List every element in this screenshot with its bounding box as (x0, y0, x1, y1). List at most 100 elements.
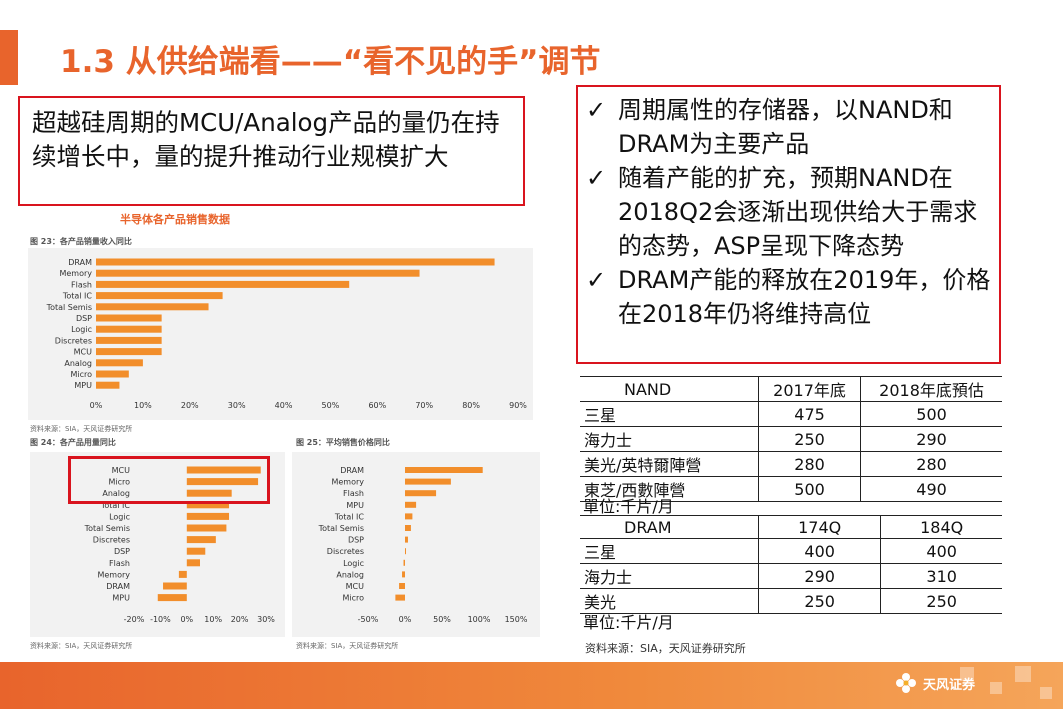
chart-panel-24: MCU Micro Analog Total IC Logic Total Semis Di… (30, 452, 285, 637)
category-label: Total Semis (84, 524, 130, 533)
table-header-cell: DRAM (580, 515, 759, 539)
page-title: 1.3 从供给端看——“看不见的手”调节 (60, 44, 601, 80)
bar-flash (186, 559, 200, 567)
table-row: 海力士 250 290 (580, 426, 1002, 452)
table-cell: 500 (860, 401, 1002, 427)
table-cell: 250 (758, 588, 882, 614)
logo-text: 天风证券 (923, 677, 976, 693)
check-item-text: 周期属性的存储器，以NAND和DRAM为主要产品 (618, 96, 953, 158)
fig24-caption: 图 24：各产品用量同比 (30, 438, 116, 447)
category-label: DRAM (340, 466, 364, 475)
table-header-cell: 2018年底預估 (860, 376, 1002, 402)
fig24-source: 资料来源：SIA，天风证券研究所 (30, 642, 133, 650)
bar-logic (186, 512, 230, 520)
bar-mpu (405, 501, 417, 508)
category-label: MCU (346, 582, 364, 591)
flower-logo-icon (896, 673, 916, 693)
bar-total-semis (405, 525, 411, 531)
bar-total-ic (186, 501, 230, 509)
table-cell: 475 (758, 401, 862, 427)
category-label: DRAM (106, 582, 130, 591)
tick-label: 70% (415, 401, 433, 410)
table-cell: 280 (860, 451, 1002, 477)
table-cell: 三星 (580, 538, 759, 564)
category-label: DRAM (68, 258, 92, 267)
table-cell: 400 (758, 538, 882, 564)
bar-analog (186, 489, 232, 497)
bar-memory (178, 570, 187, 578)
category-label: Logic (71, 325, 92, 334)
table-cell: 美光 (580, 588, 759, 614)
category-label: Flash (71, 280, 92, 289)
category-label: Total Semis (46, 303, 92, 312)
bar-discretes (96, 336, 162, 344)
tick-label: 10% (204, 615, 222, 624)
category-label: Analog (102, 489, 130, 498)
tick-label: -10% (150, 615, 171, 624)
category-label: Memory (331, 478, 364, 487)
check-item-text: DRAM产能的释放在2019年，价格在2018年仍将维持高位 (618, 266, 991, 328)
tick-label: 0% (180, 615, 193, 624)
tick-label: 10% (134, 401, 152, 410)
table-cell: 250 (880, 588, 1002, 614)
right-callout-box: ✓ 周期属性的存储器，以NAND和DRAM为主要产品 ✓ 随着产能的扩充，预期N… (576, 85, 1001, 364)
tick-label: 50% (433, 615, 451, 624)
left-callout-text: 超越硅周期的MCU/Analog产品的量仍在持续增长中，量的提升推动行业规模扩大 (32, 108, 500, 171)
table-cell: 美光/英特爾陣營 (580, 451, 759, 477)
table-cell: 250 (758, 426, 862, 452)
chart-fig24: MCU Micro Analog Total IC Logic Total Semis Di… (84, 466, 276, 624)
bar-mcu (186, 466, 261, 474)
check-item-text: 随着产能的扩充，预期NAND在2018Q2会逐渐出现供给大于需求的态势，ASP呈… (618, 164, 978, 260)
bar-memory (405, 478, 451, 485)
company-logo: 天风证券 (895, 672, 975, 694)
category-label: Memory (59, 269, 92, 278)
tick-label: 80% (462, 401, 480, 410)
table-cell: 490 (860, 476, 1002, 502)
bar-total-ic (405, 513, 413, 520)
tick-label: 60% (368, 401, 386, 410)
bar-mpu (157, 594, 187, 602)
table-row: 三星 475 500 (580, 401, 1002, 427)
category-label: Analog (64, 359, 92, 368)
left-callout-box: 超越硅周期的MCU/Analog产品的量仍在持续增长中，量的提升推动行业规模扩大 (18, 96, 525, 206)
category-label: MPU (112, 594, 130, 603)
chart-fig25: DRAM Memory Flash MPU Total IC Total Semis DSP… (318, 466, 528, 624)
chart-panel-23: DRAM Memory Flash Total IC Total Semis DSP Log… (28, 248, 533, 420)
tick-label: 90% (509, 401, 527, 410)
bar-dram (163, 582, 187, 590)
category-label: DSP (76, 314, 92, 323)
check-item: ✓ DRAM产能的释放在2019年，价格在2018年仍将维持高位 (586, 263, 991, 331)
category-label: Micro (108, 478, 130, 487)
table-cell: 400 (880, 538, 1002, 564)
table-cell: 海力士 (580, 563, 759, 589)
bar-dsp (186, 547, 206, 555)
dram-table: DRAM 174Q 184Q 三星 400 400 海力士 290 310 美光… (580, 515, 1002, 614)
bar-logic (96, 325, 162, 333)
category-label: Memory (97, 570, 130, 579)
table-cell: 290 (860, 426, 1002, 452)
category-label: Micro (70, 370, 92, 379)
table-row: 海力士 290 310 (580, 563, 1002, 589)
table-cell: 280 (758, 451, 862, 477)
bar-analog (96, 359, 143, 367)
category-label: Logic (343, 559, 364, 568)
tick-label: 30% (228, 401, 246, 410)
tick-label: 30% (257, 615, 275, 624)
tick-label: 0% (90, 401, 103, 410)
tick-label: 40% (275, 401, 293, 410)
bar-memory (96, 269, 420, 277)
table-header-row: NAND 2017年底 2018年底預估 (580, 376, 1002, 402)
table-row: 三星 400 400 (580, 538, 1002, 564)
tick-label: 100% (468, 615, 491, 624)
category-label: Total Semis (318, 524, 364, 533)
tick-label: 150% (505, 615, 528, 624)
chart-section-title: 半导体各产品销售数据 (120, 213, 230, 226)
chart-panel-25: DRAM Memory Flash MPU Total IC Total Semis DSP… (292, 452, 540, 637)
category-label: Flash (343, 489, 364, 498)
title-accent-bar (0, 30, 18, 85)
category-label: MPU (74, 381, 92, 390)
tick-label: 0% (399, 615, 412, 624)
tick-label: 20% (181, 401, 199, 410)
check-item: ✓ 随着产能的扩充，预期NAND在2018Q2会逐渐出现供给大于需求的态势，AS… (586, 161, 991, 263)
table-row: 美光 250 250 (580, 588, 1002, 614)
